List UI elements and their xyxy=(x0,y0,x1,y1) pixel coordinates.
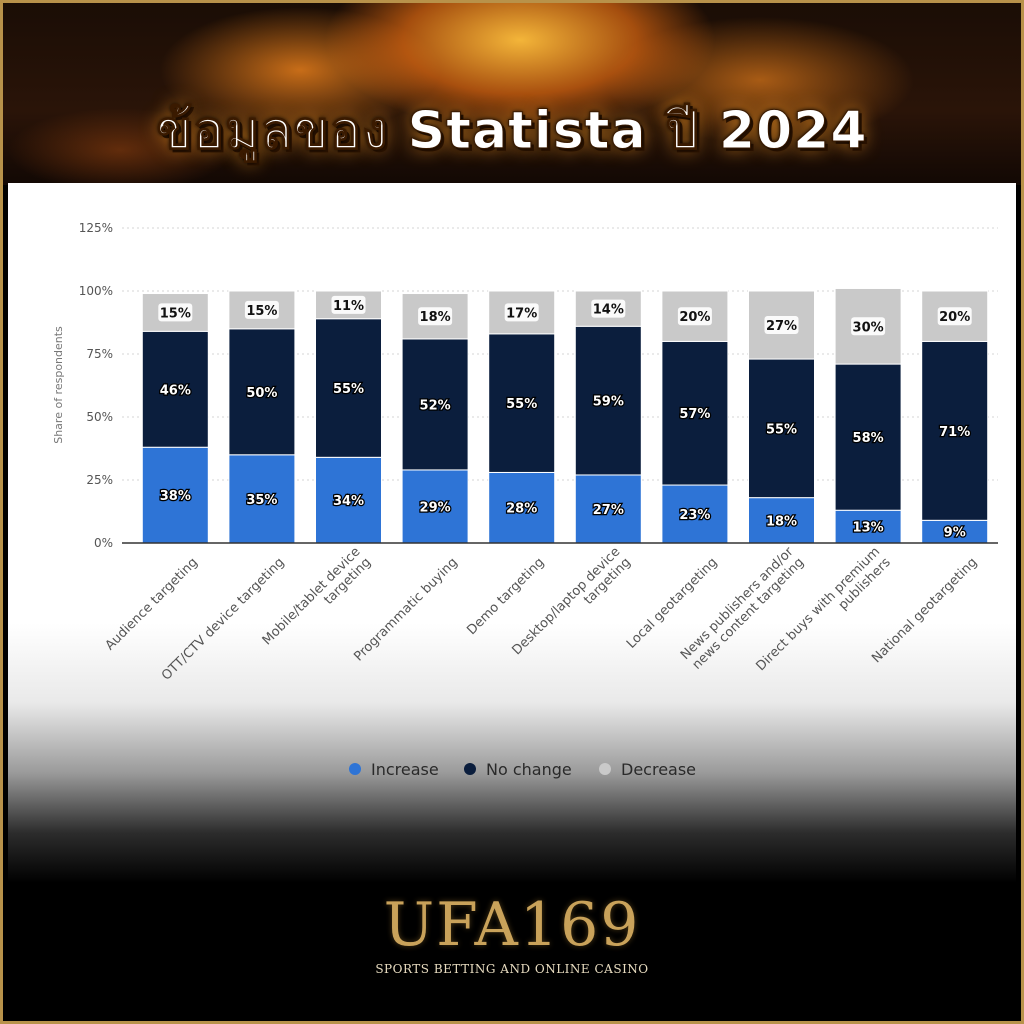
data-label: 18% xyxy=(420,310,451,325)
data-label: 71% xyxy=(939,425,970,440)
data-label-box xyxy=(504,303,539,322)
data-label: 23% xyxy=(679,508,710,523)
data-label: 55% xyxy=(506,397,537,412)
brand-logo: UFA169 SPORTS BETTING AND ONLINE CASINO xyxy=(0,890,1024,976)
data-label: 11% xyxy=(333,299,364,314)
bar-segment-increase xyxy=(834,509,902,544)
data-label: 15% xyxy=(246,304,277,319)
data-label: 27% xyxy=(593,503,624,518)
bar-segment-increase xyxy=(141,446,209,544)
logo-tagline: SPORTS BETTING AND ONLINE CASINO xyxy=(375,962,649,976)
data-label: 17% xyxy=(506,306,537,321)
bar-segment-increase xyxy=(661,484,729,544)
bar-segment-increase xyxy=(315,456,382,544)
data-label: 15% xyxy=(160,306,191,321)
data-label: 20% xyxy=(679,310,710,325)
data-label-box xyxy=(158,303,193,322)
legend-marker-no-change xyxy=(464,763,476,775)
y-tick-label: 100% xyxy=(79,284,113,298)
y-tick-label: 25% xyxy=(86,473,113,487)
legend-label: No change xyxy=(486,760,572,779)
legend-label: Decrease xyxy=(621,760,696,779)
data-label: 14% xyxy=(593,303,624,318)
data-label: 28% xyxy=(506,502,537,517)
data-label: 18% xyxy=(766,514,797,529)
banner-title: ข้อมูลของ Statista ปี 2024 xyxy=(156,101,868,162)
data-label: 57% xyxy=(679,407,710,422)
data-label: 58% xyxy=(853,431,884,446)
data-label-box xyxy=(591,299,626,318)
data-label: 38% xyxy=(160,489,191,504)
x-tick-label-line: Audience targeting xyxy=(103,555,201,653)
data-label: 20% xyxy=(939,310,970,325)
data-label-box xyxy=(937,307,972,326)
bar-segment-decrease xyxy=(141,293,209,332)
y-tick-label: 0% xyxy=(94,536,113,550)
data-label: 30% xyxy=(853,320,884,335)
bar-segment-increase xyxy=(488,471,556,544)
bar-segment-no-change xyxy=(401,338,469,471)
data-label: 13% xyxy=(853,521,884,536)
data-label: 34% xyxy=(333,494,364,509)
data-label: 52% xyxy=(420,398,451,413)
logo-wordmark: UFA169 xyxy=(383,890,641,960)
bar-segment-no-change xyxy=(315,318,382,458)
bar-segment-increase xyxy=(228,454,296,544)
bar-segment-no-change xyxy=(574,325,642,476)
bar-segment-no-change xyxy=(661,340,729,486)
y-tick-label: 50% xyxy=(86,410,113,424)
bar-segment-no-change xyxy=(488,333,556,473)
legend-marker-decrease xyxy=(599,763,611,775)
data-label-box xyxy=(851,317,886,336)
data-label-box xyxy=(677,307,712,326)
data-label: 9% xyxy=(944,526,966,541)
banner: ข้อมูลของ Statista ปี 2024 xyxy=(0,0,1024,185)
y-tick-label: 125% xyxy=(79,221,113,235)
y-axis-title: Share of respondents xyxy=(52,326,65,444)
data-label: 55% xyxy=(766,422,797,437)
x-tick-label: Audience targeting xyxy=(103,555,201,653)
data-label: 29% xyxy=(420,500,451,515)
bar-segment-no-change xyxy=(228,328,296,456)
bar-segment-increase xyxy=(401,469,469,544)
data-label: 46% xyxy=(160,383,191,398)
legend-marker-increase xyxy=(349,763,361,775)
bar-segment-no-change xyxy=(834,363,902,511)
data-label-box xyxy=(418,307,453,326)
bar-segment-no-change xyxy=(921,340,989,521)
data-label: 35% xyxy=(246,493,277,508)
data-label: 59% xyxy=(593,395,624,410)
data-label-box xyxy=(244,300,279,319)
data-label: 55% xyxy=(333,382,364,397)
data-label-box xyxy=(331,295,366,314)
y-tick-label: 75% xyxy=(86,347,113,361)
data-label: 50% xyxy=(246,386,277,401)
data-label: 27% xyxy=(766,319,797,334)
data-label-box xyxy=(764,316,799,335)
bar-segment-no-change xyxy=(141,330,209,448)
x-tick-label-line: Desktop/laptop device xyxy=(510,544,624,658)
bar-segment-increase xyxy=(748,497,815,544)
legend-label: Increase xyxy=(371,760,439,779)
